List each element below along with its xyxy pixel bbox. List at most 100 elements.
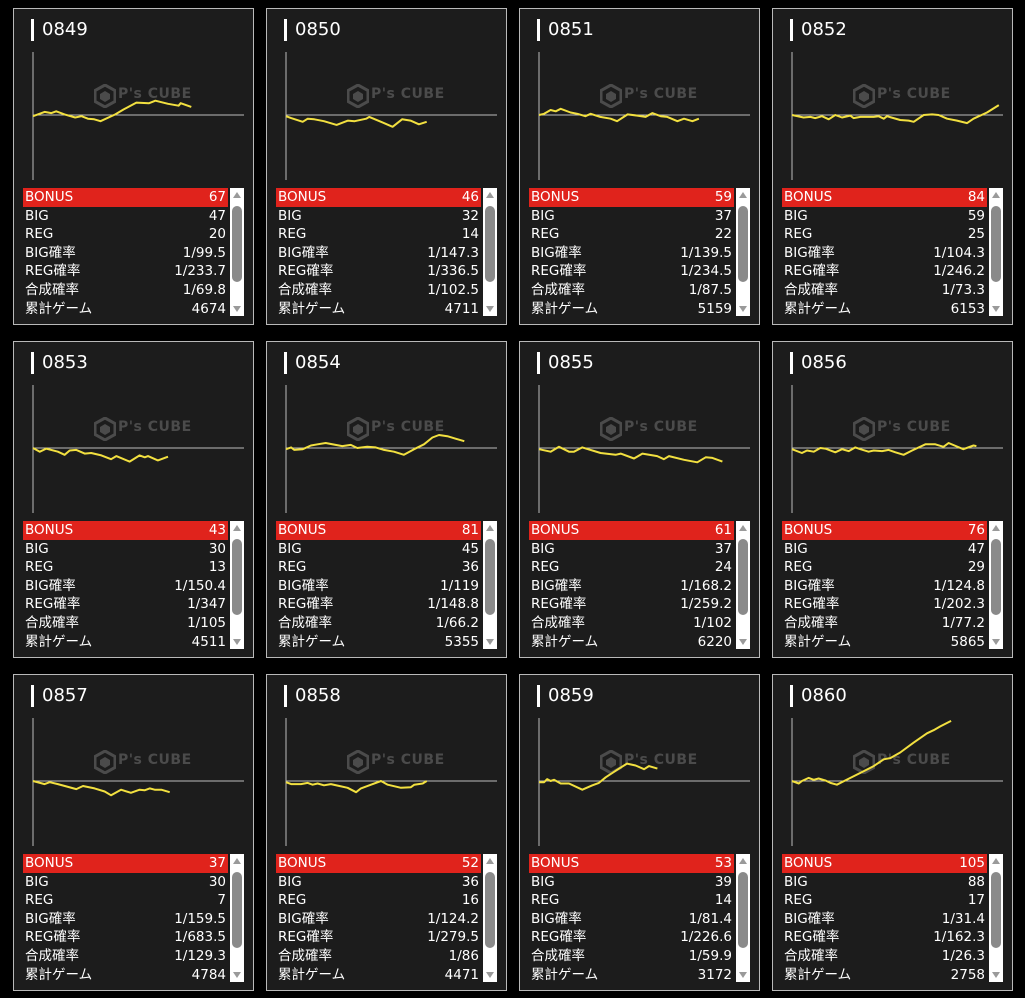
scroll-down-arrow-icon[interactable] xyxy=(992,972,1000,978)
scroll-thumb[interactable] xyxy=(991,206,1001,282)
stats-scrollbar[interactable] xyxy=(230,188,244,316)
scroll-down-arrow-icon[interactable] xyxy=(739,972,747,978)
machine-number: 0860 xyxy=(801,685,847,706)
scroll-thumb[interactable] xyxy=(991,872,1001,948)
stats-row-big: BIG 36 xyxy=(276,873,481,892)
scroll-up-arrow-icon[interactable] xyxy=(233,192,241,198)
stat-value: 46 xyxy=(461,189,479,205)
stat-label: 合成確率 xyxy=(531,614,585,631)
scroll-thumb[interactable] xyxy=(485,872,495,948)
scroll-thumb[interactable] xyxy=(232,872,242,948)
stat-value: 1/233.7 xyxy=(174,263,226,280)
scroll-thumb[interactable] xyxy=(232,539,242,615)
stats-scrollbar[interactable] xyxy=(989,188,1003,316)
machine-card[interactable]: 0850 P's CUBE BONUS 46 BIG 32 REG 14 BIG確率 1/147.… xyxy=(266,8,507,325)
machine-card[interactable]: 0853 P's CUBE BONUS 43 BIG 30 REG 13 BIG確率 1/150.… xyxy=(13,341,254,658)
scroll-thumb[interactable] xyxy=(738,872,748,948)
stat-value: 6153 xyxy=(950,300,985,317)
title-accent-bar xyxy=(537,352,540,374)
machine-number: 0856 xyxy=(801,352,847,373)
machine-card[interactable]: 0859 P's CUBE BONUS 53 BIG 39 REG 14 BIG確率 1/81.4… xyxy=(519,674,760,991)
stats-row-games: 累計ゲーム 6153 xyxy=(782,300,987,319)
stat-label: 累計ゲーム xyxy=(784,300,852,317)
scroll-thumb[interactable] xyxy=(232,206,242,282)
stat-label: REG xyxy=(531,226,560,243)
stats-scrollbar[interactable] xyxy=(483,854,497,982)
machine-card[interactable]: 0855 P's CUBE BONUS 61 BIG 37 REG 24 BIG確率 1/168.… xyxy=(519,341,760,658)
scroll-down-arrow-icon[interactable] xyxy=(233,972,241,978)
stats-scrollbar[interactable] xyxy=(230,521,244,649)
stat-value: 36 xyxy=(461,559,479,576)
trend-chart xyxy=(32,385,244,513)
scroll-down-arrow-icon[interactable] xyxy=(992,306,1000,312)
stat-value: 1/336.5 xyxy=(427,263,479,280)
scroll-down-arrow-icon[interactable] xyxy=(739,306,747,312)
stats-row-reg: REG 7 xyxy=(23,891,228,910)
stats-row-reg: REG 24 xyxy=(529,558,734,577)
machine-number: 0850 xyxy=(295,19,341,40)
scroll-up-arrow-icon[interactable] xyxy=(992,192,1000,198)
scroll-down-arrow-icon[interactable] xyxy=(233,306,241,312)
stat-label: REG確率 xyxy=(531,596,587,613)
scroll-down-arrow-icon[interactable] xyxy=(486,639,494,645)
scroll-up-arrow-icon[interactable] xyxy=(992,525,1000,531)
machine-card[interactable]: 0852 P's CUBE BONUS 84 BIG 59 REG 25 BIG確率 1/104.… xyxy=(772,8,1013,325)
stat-label: REG確率 xyxy=(784,929,840,946)
stat-value: 59 xyxy=(967,207,985,224)
stats-row-reg-rate: REG確率 1/347 xyxy=(23,595,228,614)
title-accent-bar xyxy=(31,685,34,707)
machine-number: 0849 xyxy=(42,19,88,40)
stats-row-reg-rate: REG確率 1/234.5 xyxy=(529,262,734,281)
scroll-up-arrow-icon[interactable] xyxy=(486,525,494,531)
stats-scrollbar[interactable] xyxy=(483,188,497,316)
scroll-thumb[interactable] xyxy=(485,539,495,615)
title-accent-bar xyxy=(537,685,540,707)
stats-scrollbar[interactable] xyxy=(483,521,497,649)
stats-row-reg-rate: REG確率 1/226.6 xyxy=(529,928,734,947)
scroll-thumb[interactable] xyxy=(485,206,495,282)
stats-row-big-rate: BIG確率 1/104.3 xyxy=(782,244,987,263)
machine-card[interactable]: 0849 P's CUBE BONUS 67 BIG 47 REG 20 BIG確率 1/99.5… xyxy=(13,8,254,325)
machine-card[interactable]: 0854 P's CUBE BONUS 81 BIG 45 REG 36 BIG確率 1/119 R… xyxy=(266,341,507,658)
scroll-down-arrow-icon[interactable] xyxy=(486,306,494,312)
scroll-thumb[interactable] xyxy=(738,206,748,282)
stat-value: 4511 xyxy=(191,633,226,650)
stats-row-games: 累計ゲーム 5159 xyxy=(529,300,734,319)
scroll-down-arrow-icon[interactable] xyxy=(992,639,1000,645)
scroll-up-arrow-icon[interactable] xyxy=(739,525,747,531)
stats-scrollbar[interactable] xyxy=(736,188,750,316)
stat-label: 累計ゲーム xyxy=(278,633,346,650)
stat-label: REG xyxy=(784,559,813,576)
stats-scrollbar[interactable] xyxy=(989,854,1003,982)
stats-scrollbar[interactable] xyxy=(736,521,750,649)
scroll-thumb[interactable] xyxy=(738,539,748,615)
stats-scrollbar[interactable] xyxy=(989,521,1003,649)
stats-table: BONUS 61 BIG 37 REG 24 BIG確率 1/168.2 REG確率 1/259.… xyxy=(529,521,734,651)
scroll-down-arrow-icon[interactable] xyxy=(739,639,747,645)
machine-card[interactable]: 0857 P's CUBE BONUS 37 BIG 30 REG 7 BIG確率 1/159.5… xyxy=(13,674,254,991)
stat-value: 84 xyxy=(967,189,985,205)
stat-label: REG確率 xyxy=(784,596,840,613)
stats-scrollbar[interactable] xyxy=(736,854,750,982)
stats-row-big: BIG 32 xyxy=(276,207,481,226)
machine-card[interactable]: 0860 P's CUBE BONUS 105 BIG 88 REG 17 BIG確率 1/31.… xyxy=(772,674,1013,991)
watermark-text: P's CUBE xyxy=(624,419,698,435)
stat-label: 累計ゲーム xyxy=(531,300,599,317)
scroll-up-arrow-icon[interactable] xyxy=(486,858,494,864)
machine-card[interactable]: 0851 P's CUBE BONUS 59 BIG 37 REG 22 BIG確率 1/139.… xyxy=(519,8,760,325)
scroll-down-arrow-icon[interactable] xyxy=(486,972,494,978)
machine-card[interactable]: 0858 P's CUBE BONUS 52 BIG 36 REG 16 BIG確率 1/124.… xyxy=(266,674,507,991)
scroll-up-arrow-icon[interactable] xyxy=(233,858,241,864)
scroll-up-arrow-icon[interactable] xyxy=(739,858,747,864)
scroll-up-arrow-icon[interactable] xyxy=(992,858,1000,864)
scroll-up-arrow-icon[interactable] xyxy=(486,192,494,198)
scroll-up-arrow-icon[interactable] xyxy=(233,525,241,531)
stat-value: 52 xyxy=(461,855,479,871)
machine-number: 0857 xyxy=(42,685,88,706)
scroll-up-arrow-icon[interactable] xyxy=(739,192,747,198)
stats-scrollbar[interactable] xyxy=(230,854,244,982)
scroll-thumb[interactable] xyxy=(991,539,1001,615)
machine-card[interactable]: 0856 P's CUBE BONUS 76 BIG 47 REG 29 BIG確率 1/124.… xyxy=(772,341,1013,658)
scroll-down-arrow-icon[interactable] xyxy=(233,639,241,645)
cube-logo-icon xyxy=(853,84,875,108)
